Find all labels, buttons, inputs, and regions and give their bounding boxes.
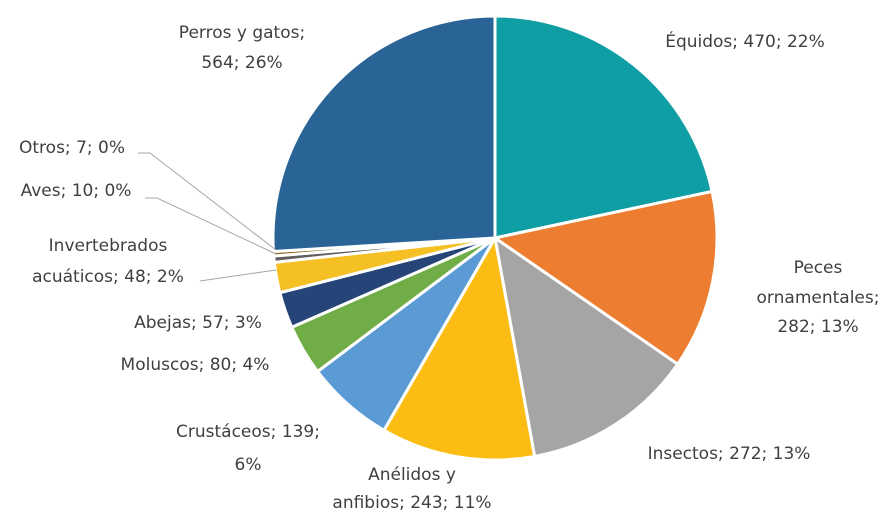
leader-line (138, 152, 277, 251)
slice-label: 6% (235, 455, 262, 475)
slice-label: Aves; 10; 0% (21, 181, 132, 201)
slice-label: Moluscos; 80; 4% (121, 355, 270, 375)
slice-label: Perros y gatos; (179, 23, 305, 43)
slice-label: Équidos; 470; 22% (665, 30, 825, 52)
pie-slice (271, 14, 497, 254)
slice-label: 282; 13% (777, 317, 858, 337)
slice-label: Insectos; 272; 13% (648, 444, 811, 464)
slice-label: Otros; 7; 0% (19, 138, 125, 158)
slice-label: anfibios; 243; 11% (332, 493, 491, 513)
pie-slice (493, 14, 714, 240)
slice-label: Crustáceos; 139; (176, 422, 320, 442)
pie-slice (491, 189, 719, 367)
leader-line (145, 197, 277, 255)
slice-label: acuáticos; 48; 2% (32, 267, 184, 287)
pie-slice (492, 234, 680, 459)
pie-slice (381, 233, 537, 462)
leader-line (199, 269, 277, 282)
slice-label: 564; 26% (201, 53, 282, 73)
slice-label: Peces (794, 258, 843, 278)
slice-label: Invertebrados (49, 236, 168, 256)
slice-label: Abejas; 57; 3% (134, 313, 262, 333)
slice-label: ornamentales; (757, 288, 880, 308)
slice-label: Anélidos y (368, 465, 456, 485)
